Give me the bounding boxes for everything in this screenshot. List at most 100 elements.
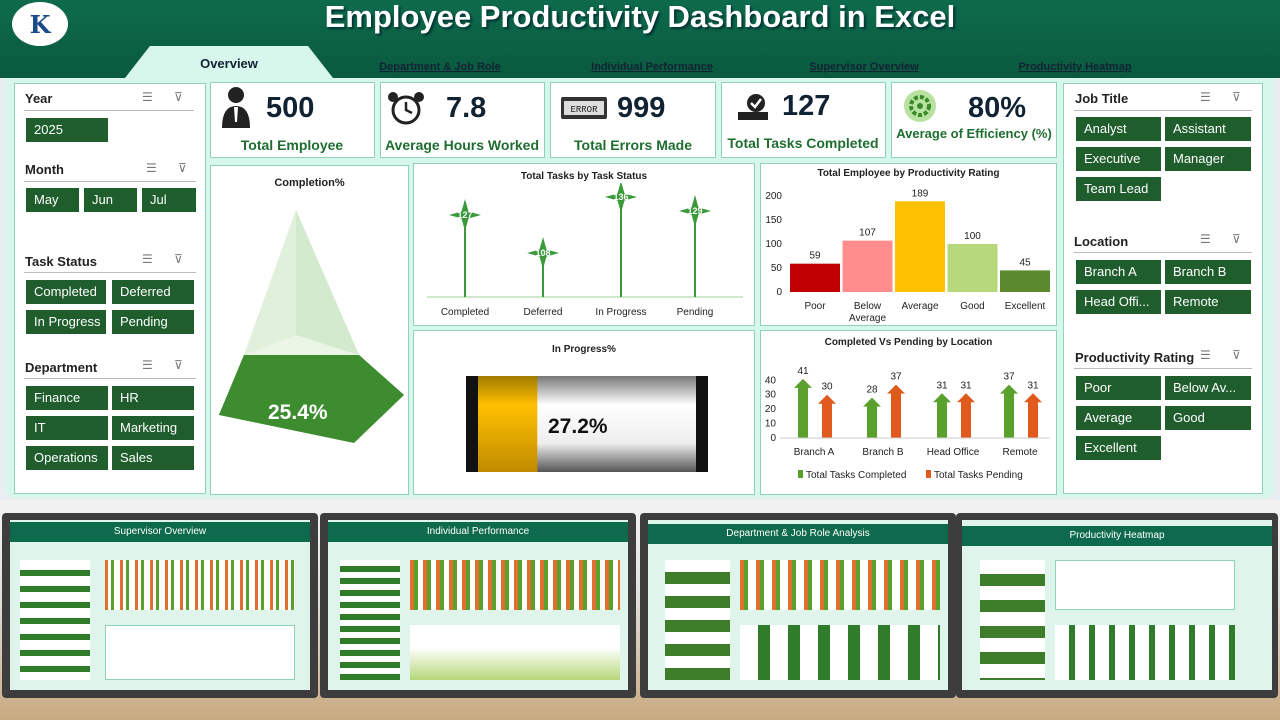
slicer-item-finance[interactable]: Finance <box>26 386 108 410</box>
category-label: Remote <box>1002 447 1037 458</box>
slicer-item-marketing[interactable]: Marketing <box>112 416 194 440</box>
category-label: Deferred <box>524 307 563 318</box>
clear-filter-icon[interactable]: ⊽ <box>1232 90 1241 104</box>
multi-select-icon[interactable]: ☰ <box>1200 348 1211 362</box>
category-label: In Progress <box>595 307 646 318</box>
completion-pyramid <box>219 210 404 443</box>
category-label: Good <box>960 301 984 312</box>
divider <box>24 110 194 111</box>
tab-individual-performance[interactable]: Individual Performance <box>591 61 713 73</box>
category-label: Head Office <box>927 447 980 458</box>
preview-content <box>740 625 940 680</box>
slicer-item-head-office[interactable]: Head Offi... <box>1076 290 1161 314</box>
brand-logo: K <box>12 2 68 46</box>
slicer-item-hr[interactable]: HR <box>112 386 194 410</box>
data-label: 59 <box>809 251 821 262</box>
slicer-item-below-average[interactable]: Below Av... <box>1165 376 1251 400</box>
slicer-item-it[interactable]: IT <box>26 416 108 440</box>
data-label: 108 <box>535 248 550 258</box>
slicer-item-2025[interactable]: 2025 <box>26 118 108 142</box>
svg-text:ERROR: ERROR <box>570 105 598 115</box>
data-label: 31 <box>936 380 948 391</box>
slicer-item-manager[interactable]: Manager <box>1165 147 1251 171</box>
chart-title: Completion% <box>274 177 345 189</box>
slicer-item-jun[interactable]: Jun <box>84 188 137 212</box>
kpi-value: 500 <box>266 92 315 124</box>
tab-department-job-role[interactable]: Department & Job Role <box>379 61 501 73</box>
slicer-item-jul[interactable]: Jul <box>142 188 196 212</box>
clear-filter-icon[interactable]: ⊽ <box>174 358 183 372</box>
kpi-value: 7.8 <box>446 92 487 124</box>
slicer-item-branch-b[interactable]: Branch B <box>1165 260 1251 284</box>
slicer-item-may[interactable]: May <box>26 188 79 212</box>
clear-filter-icon[interactable]: ⊽ <box>174 252 183 266</box>
star-marker <box>605 183 637 213</box>
in-progress-value: 27.2% <box>548 415 608 438</box>
bar <box>895 201 945 292</box>
slicer-item-assistant[interactable]: Assistant <box>1165 117 1251 141</box>
y-tick-label: 20 <box>765 404 777 415</box>
slicer-item-in-progress[interactable]: In Progress <box>26 310 106 334</box>
multi-select-icon[interactable]: ☰ <box>146 161 157 175</box>
error-icon: ERROR <box>561 97 607 119</box>
tab-supervisor-overview[interactable]: Supervisor Overview <box>809 61 919 73</box>
slicer-item-remote[interactable]: Remote <box>1165 290 1251 314</box>
slicer-item-deferred[interactable]: Deferred <box>112 280 194 304</box>
chart-title: Total Tasks by Task Status <box>520 171 648 182</box>
tab-overview[interactable]: Overview <box>125 46 333 78</box>
slicer-item-excellent[interactable]: Excellent <box>1076 436 1161 460</box>
multi-select-icon[interactable]: ☰ <box>142 90 153 104</box>
preview-content <box>980 560 1045 680</box>
monitor-title: Individual Performance <box>328 522 628 542</box>
multi-select-icon[interactable]: ☰ <box>1200 232 1211 246</box>
slicer-item-sales[interactable]: Sales <box>112 446 194 470</box>
slicer-item-operations[interactable]: Operations <box>26 446 108 470</box>
monitor-title: Productivity Heatmap <box>962 526 1272 546</box>
legend-swatch <box>798 470 803 478</box>
slicer-item-team-lead[interactable]: Team Lead <box>1076 177 1161 201</box>
clear-filter-icon[interactable]: ⊽ <box>1232 232 1241 246</box>
slicer-item-executive[interactable]: Executive <box>1076 147 1161 171</box>
preview-content <box>665 560 730 680</box>
slicer-item-branch-a[interactable]: Branch A <box>1076 260 1161 284</box>
preview-content <box>410 560 620 610</box>
data-label: 136 <box>613 192 628 202</box>
slicer-item-good[interactable]: Good <box>1165 406 1251 430</box>
preview-content <box>1055 560 1235 610</box>
divider <box>1074 252 1252 253</box>
legend-swatch <box>926 470 931 478</box>
y-tick-label: 50 <box>771 263 783 274</box>
arrow-bar <box>1024 393 1042 438</box>
kpi-label: Average Hours Worked <box>384 137 540 153</box>
category-label: Average <box>849 313 887 324</box>
alarm-clock-icon <box>388 92 424 125</box>
slicer-item-completed[interactable]: Completed <box>26 280 106 304</box>
clear-filter-icon[interactable]: ⊽ <box>174 90 183 104</box>
preview-content <box>105 625 295 680</box>
arrow-bar <box>957 393 975 438</box>
slicer-item-poor[interactable]: Poor <box>1076 376 1161 400</box>
rating-chart: 20015010050059Poor107BelowAverage189Aver… <box>765 188 1050 324</box>
slicer-item-average[interactable]: Average <box>1076 406 1161 430</box>
slicer-item-pending[interactable]: Pending <box>112 310 194 334</box>
data-label: 129 <box>687 206 702 216</box>
multi-select-icon[interactable]: ☰ <box>1200 90 1211 104</box>
category-label: Branch A <box>794 447 835 458</box>
y-tick-label: 0 <box>770 433 776 444</box>
chart-title: Total Employee by Productivity Rating <box>817 168 1000 179</box>
tab-productivity-heatmap[interactable]: Productivity Heatmap <box>1018 61 1132 73</box>
y-tick-label: 200 <box>765 191 782 202</box>
slicer-item-analyst[interactable]: Analyst <box>1076 117 1161 141</box>
clear-filter-icon[interactable]: ⊽ <box>1232 348 1241 362</box>
arrow-bar <box>1000 384 1018 438</box>
kpi-value: 80% <box>968 92 1027 124</box>
divider <box>24 181 196 182</box>
clear-filter-icon[interactable]: ⊽ <box>178 161 187 175</box>
kpi-value: 127 <box>782 90 831 122</box>
multi-select-icon[interactable]: ☰ <box>142 252 153 266</box>
arrow-bar <box>887 384 905 438</box>
multi-select-icon[interactable]: ☰ <box>142 358 153 372</box>
legend-label: Total Tasks Completed <box>806 470 906 481</box>
star-marker <box>449 199 481 231</box>
data-label: 189 <box>912 188 929 199</box>
